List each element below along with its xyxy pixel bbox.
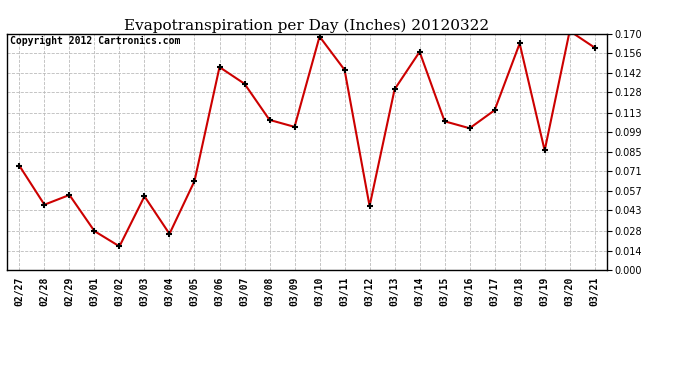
Title: Evapotranspiration per Day (Inches) 20120322: Evapotranspiration per Day (Inches) 2012… <box>124 18 490 33</box>
Text: Copyright 2012 Cartronics.com: Copyright 2012 Cartronics.com <box>10 36 180 46</box>
